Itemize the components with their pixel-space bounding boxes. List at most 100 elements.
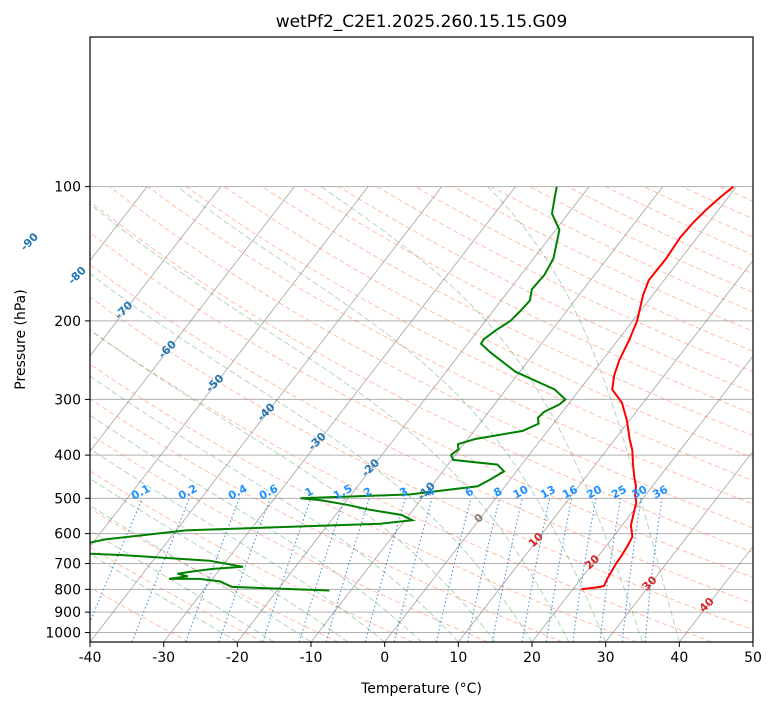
x-tick-label: 20 (523, 650, 541, 666)
moist-adiabat-line (90, 529, 275, 642)
temperature-profile-line (581, 185, 735, 591)
x-tick-label: -10 (300, 650, 323, 666)
isotherm-line (90, 186, 148, 262)
moist-adiabat-line (90, 273, 533, 642)
x-tick-label: 0 (380, 650, 389, 666)
mixing-ratio-line (262, 498, 312, 642)
mixing-ratio-line (521, 498, 551, 642)
mixing-ratio-line (644, 498, 663, 642)
isotherm-line (90, 186, 369, 548)
y-tick-label: 100 (54, 180, 81, 196)
mixing-ratio-line (90, 498, 144, 624)
y-tick-label: 600 (54, 527, 81, 543)
dry-adiabat-line (90, 586, 190, 642)
mixing-ratio-line (325, 498, 370, 642)
dry-adiabat-line (605, 186, 753, 256)
isotherm-line (90, 186, 222, 357)
y-tick-label: 1000 (45, 626, 81, 642)
dry-adiabat-line (300, 186, 753, 415)
mixing-ratio-label: 13 (538, 483, 558, 502)
dry-adiabat-line (90, 398, 563, 642)
isotherm-label: -10 (415, 479, 438, 502)
mixing-ratio-line (298, 498, 346, 642)
y-tick-label: 400 (54, 448, 81, 464)
x-tick-label: -20 (226, 650, 249, 666)
x-tick-label: 40 (670, 650, 688, 666)
isotherm-label: -30 (306, 430, 329, 453)
mixing-ratio-line (599, 498, 622, 642)
dry-adiabat-line (720, 186, 753, 202)
x-tick-label: 10 (449, 650, 467, 666)
mixing-ratio-line (364, 498, 407, 642)
mixing-ratio-label: 0.6 (257, 482, 281, 503)
isotherm-line (90, 186, 443, 642)
mixing-ratio-label: 3 (397, 485, 410, 500)
x-tick-label: -40 (79, 650, 102, 666)
mixing-ratio-line (435, 498, 472, 642)
moist-adiabat-line (90, 504, 312, 642)
dry-adiabat-line (682, 186, 753, 220)
isotherm-label: -70 (112, 299, 135, 322)
dry-adiabat-line (90, 470, 414, 642)
moist-adiabat-line (90, 203, 570, 642)
mixing-ratio-label: 20 (584, 483, 604, 502)
mixing-ratio-label: 10 (511, 483, 531, 502)
mixing-ratio-line (393, 498, 433, 642)
dry-adiabat-line (90, 296, 753, 631)
mixing-ratio-label: 0.4 (226, 482, 250, 503)
dry-adiabat-line (414, 186, 753, 352)
moist-adiabat-line (90, 414, 422, 642)
mixing-ratio-label: 1.5 (331, 482, 354, 503)
isotherm-label: -90 (18, 230, 41, 253)
y-axis-label: Pressure (hPa) (13, 289, 29, 389)
isotherm-line (752, 641, 753, 642)
moist-adiabat-line (487, 186, 680, 642)
mixing-ratio-label: 8 (491, 485, 504, 500)
isotherm-line (605, 450, 753, 642)
dry-adiabat-line (109, 186, 753, 529)
isotherm-line (90, 186, 295, 452)
dry-adiabat-line (90, 200, 753, 553)
isotherm-line (0, 187, 73, 642)
mixing-ratio-label: 0.1 (129, 482, 152, 503)
mixing-ratio-line (185, 498, 240, 642)
moist-adiabat-line (90, 375, 459, 642)
dry-adiabat-line (90, 329, 712, 642)
isotherm-label: -60 (156, 338, 179, 361)
mixing-ratio-line (466, 498, 501, 642)
x-tick-label: -30 (152, 650, 175, 666)
isotherm-label: -20 (359, 456, 382, 479)
mixing-ratio-line (545, 498, 573, 642)
mixing-ratio-label: 30 (630, 483, 650, 502)
y-tick-label: 800 (54, 582, 81, 598)
dry-adiabat-line (90, 232, 753, 578)
mixing-ratio-line (218, 498, 271, 642)
moist-adiabat-line (177, 186, 607, 642)
dry-adiabat-line (453, 186, 753, 332)
mixing-ratio-label: 16 (560, 483, 580, 502)
moist-adiabat-line (90, 478, 349, 642)
y-tick-label: 500 (54, 491, 81, 507)
plot-frame (89, 36, 754, 643)
mixing-ratio-label: 25 (609, 483, 629, 502)
isotherm-label: -40 (255, 400, 278, 423)
dry-adiabat-line (90, 546, 264, 642)
mixing-ratio-label: 36 (650, 483, 670, 502)
dry-adiabat-line (185, 186, 753, 482)
dry-adiabat-line (90, 508, 339, 642)
isotherm-line (384, 186, 737, 642)
isotherm-label: -80 (66, 264, 89, 287)
chart-title: wetPf2_C2E1.2025.260.15.15.G09 (276, 12, 568, 32)
isotherm-line (458, 259, 753, 642)
x-tick-label: 30 (597, 650, 615, 666)
isotherm-line (163, 186, 516, 642)
isotherm-label: -50 (203, 371, 226, 394)
mixing-ratio-line (491, 498, 523, 642)
isotherm-line (237, 186, 590, 642)
x-tick-label: 50 (744, 650, 762, 666)
dry-adiabat-line (147, 186, 753, 505)
isotherm-line (679, 545, 753, 642)
moist-adiabat-line (90, 448, 385, 642)
mixing-ratio-line (572, 498, 597, 642)
